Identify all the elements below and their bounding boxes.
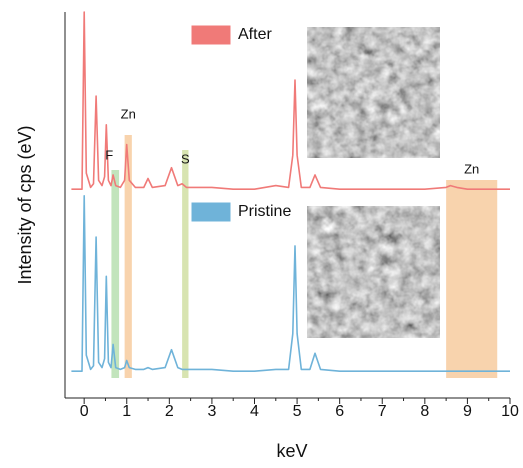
x-tick-label: 7 — [378, 403, 387, 420]
highlight-label: Zn — [121, 106, 136, 121]
highlight-band — [124, 135, 132, 378]
x-tick-label: 9 — [463, 403, 472, 420]
x-tick-label: 6 — [335, 403, 344, 420]
highlight-bands — [111, 135, 498, 378]
x-tick-label: 8 — [420, 403, 429, 420]
highlight-label: F — [105, 147, 113, 162]
x-axis-label: keV — [276, 441, 307, 461]
legend-swatch — [191, 25, 231, 45]
highlight-label: Zn — [464, 161, 479, 176]
sem-inset-pristine — [307, 206, 440, 338]
sem-inset-after — [307, 27, 440, 158]
x-tick-label: 5 — [293, 403, 302, 420]
x-tick-label: 1 — [122, 403, 131, 420]
legend-swatch — [191, 202, 231, 222]
x-tick-label: 10 — [501, 403, 519, 420]
axes: 0 1 2 3 4 5 6 7 8 9 10 — [64, 12, 519, 420]
highlight-band — [446, 180, 498, 378]
spectrum-line — [71, 195, 510, 372]
x-tick-label: 2 — [165, 403, 174, 420]
legend-label: After — [238, 26, 272, 43]
x-tick-label: 4 — [250, 403, 259, 420]
x-tick-label: 0 — [80, 403, 89, 420]
spectra — [71, 11, 510, 372]
y-axis-label: Intensity of cps (eV) — [15, 125, 35, 284]
highlight-band — [111, 170, 120, 378]
x-tick-label: 3 — [207, 403, 216, 420]
highlight-label: S — [181, 151, 190, 166]
legend-label: Pristine — [238, 203, 291, 220]
highlight-band — [182, 150, 189, 378]
spectrum-line — [71, 11, 510, 190]
